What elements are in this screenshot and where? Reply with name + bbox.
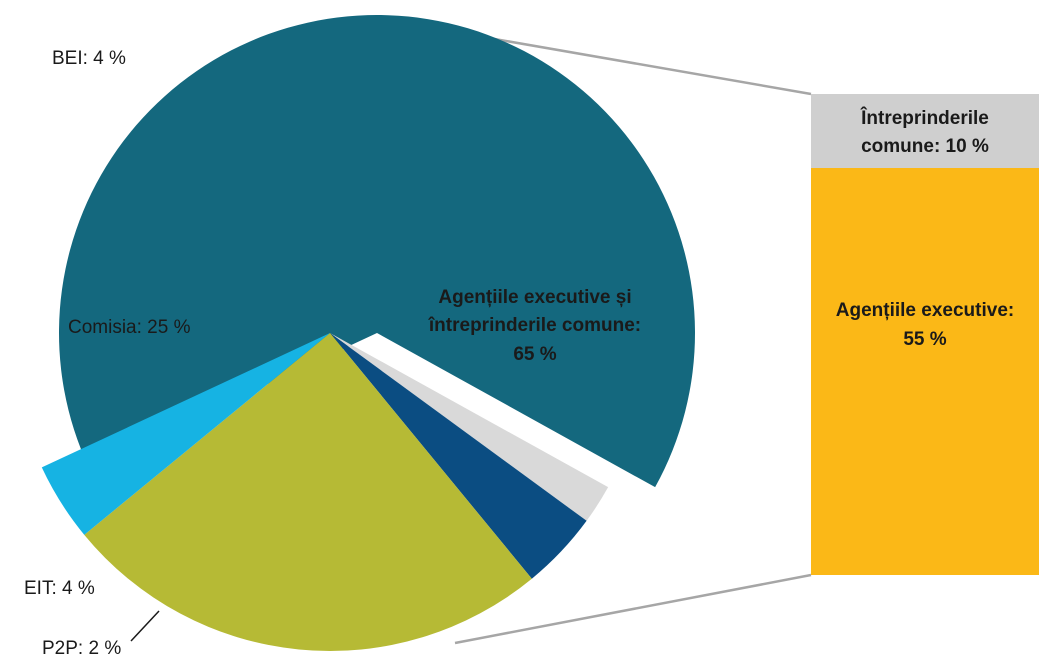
label-exec-line1: Agențiile executive: [836,300,1014,321]
label-joint-line1: Întreprinderile [860,107,989,129]
label-exec-line2: 55 % [903,329,946,350]
bar-segment-executive-agencies [811,168,1039,575]
pie-slice-p2p [330,333,609,521]
label-bei: BEI: 4 % [52,48,126,69]
pie-slice-eit [330,333,587,579]
label-commission: Comisia: 25 % [68,317,191,338]
pie-slice-commission [84,333,532,651]
connector-line-bottom [454,573,812,645]
bar-segment-joint-undertakings [811,94,1039,168]
label-joint-line2: comune: 10 % [861,136,989,157]
label-agencies-line2: întreprinderile comune: [428,315,641,336]
pie-slice-agencies [58,15,695,488]
label-agencies-line1: Agențiile executive și [438,287,631,308]
p2p-leader-line [130,610,160,642]
pie-slice-bei [41,333,330,535]
label-eit: EIT: 4 % [24,578,95,599]
label-p2p: P2P: 2 % [42,638,121,659]
label-agencies-line3: 65 % [513,344,556,365]
